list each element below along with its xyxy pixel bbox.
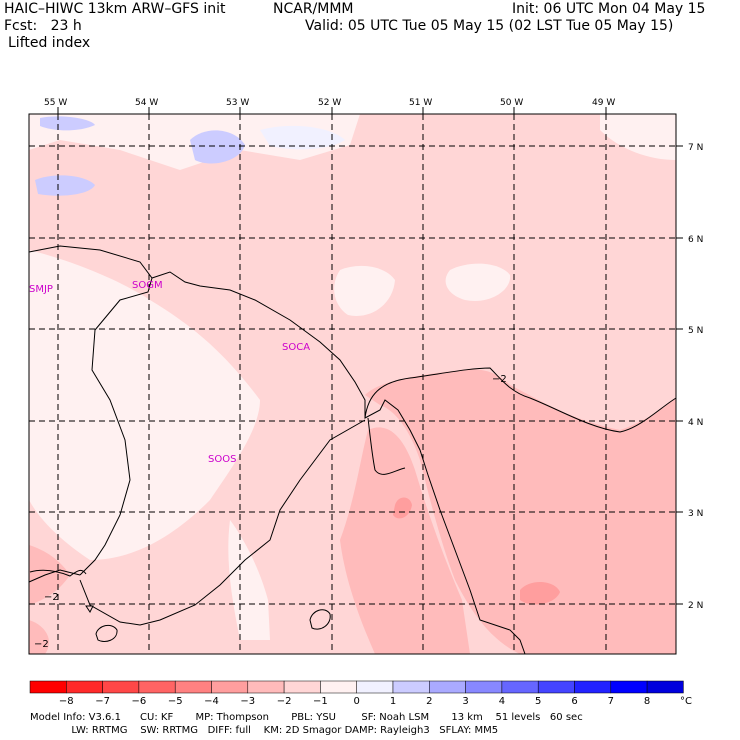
- colorbar-tick-label: −3: [240, 696, 255, 707]
- colorbar-tick-label: −5: [168, 696, 183, 707]
- colorbar-swatch: [174, 680, 212, 694]
- contour-label: −2: [44, 592, 59, 603]
- station-label: SOOS: [208, 454, 236, 465]
- contour-lines: [29, 367, 677, 643]
- colorbar-swatch: [392, 680, 430, 694]
- colorbar-tick-label: 5: [535, 696, 541, 707]
- colorbar-swatch: [646, 680, 684, 694]
- colorbar-swatch: [138, 680, 176, 694]
- colorbar-swatch: [501, 680, 539, 694]
- colorbar-swatch: [610, 680, 648, 694]
- valid-time: Valid: 05 UTC Tue 05 May 15 (02 LST Tue …: [305, 18, 674, 34]
- colorbar-tick-label: 4: [499, 696, 505, 707]
- colorbar-swatch: [537, 680, 575, 694]
- lat-label: 6 N: [688, 235, 703, 245]
- lon-label: 51 W: [409, 98, 432, 108]
- colorbar-swatch: [465, 680, 503, 694]
- lat-label: 4 N: [688, 418, 703, 428]
- colorbar-tick-label: −4: [204, 696, 219, 707]
- org-label: NCAR/MMM: [273, 1, 354, 17]
- lon-label: 50 W: [500, 98, 523, 108]
- colorbar-swatch: [102, 680, 140, 694]
- model-title: HAIC–HIWC 13km ARW–GFS init: [4, 1, 226, 17]
- contour-label: −2: [492, 374, 507, 385]
- colorbar-swatch: [247, 680, 285, 694]
- init-time: Init: 06 UTC Mon 04 May 15: [512, 1, 706, 17]
- colorbar-swatch: [211, 680, 249, 694]
- contour-label: −2: [34, 639, 49, 650]
- lon-label: 54 W: [135, 98, 158, 108]
- colorbar-swatch: [29, 680, 67, 694]
- lon-label: 49 W: [592, 98, 615, 108]
- lon-label: 53 W: [226, 98, 249, 108]
- axis-ticks: [57, 107, 683, 605]
- colorbar-swatch: [574, 680, 612, 694]
- colorbar-tick-label: 1: [390, 696, 396, 707]
- colorbar-tick-label: −2: [277, 696, 292, 707]
- colorbar-unit: °C: [680, 696, 692, 707]
- colorbar-swatch: [66, 680, 103, 694]
- colorbar-tick-label: −1: [313, 696, 328, 707]
- colorbar-tick-label: −6: [132, 696, 147, 707]
- forecast-hour: Fcst: 23 h: [4, 18, 82, 34]
- model-info-line2: LW: RRTMG SW: RRTMG DIFF: full KM: 2D Sm…: [30, 725, 499, 736]
- lon-label: 52 W: [318, 98, 341, 108]
- positive-region: [35, 116, 345, 196]
- colorbar-tick-label: −7: [95, 696, 110, 707]
- colorbar-swatch: [320, 680, 357, 694]
- colorbar-tick-label: 0: [354, 696, 360, 707]
- lat-label: 2 N: [688, 601, 703, 611]
- colorbar-tick-label: 3: [462, 696, 468, 707]
- colorbar-tick-label: −8: [59, 696, 74, 707]
- map-frame: [28, 113, 677, 655]
- colorbar-swatch: [283, 680, 321, 694]
- station-label: SOCA: [282, 342, 310, 353]
- colorbar-tick-label: 2: [426, 696, 432, 707]
- lat-label: 3 N: [688, 509, 703, 519]
- colorbar-tick-label: 7: [608, 696, 614, 707]
- lat-label: 5 N: [688, 326, 703, 336]
- colorbar: −8 −7 −6 −5 −4 −3 −2 −1 0 1 2 3 4 5 6 7 8 °C: [29, 680, 692, 707]
- model-info-line1: Model Info: V3.6.1 CU: KF MP: Thompson P…: [30, 712, 583, 723]
- strong-negative-pockets: [393, 497, 560, 605]
- colorbar-tick-label: 8: [644, 696, 650, 707]
- coastlines-borders: [28, 245, 526, 655]
- colorbar-tick-label: 6: [571, 696, 577, 707]
- lat-label: 7 N: [688, 143, 703, 153]
- colorbar-swatch: [429, 680, 466, 694]
- station-label: SOGM: [132, 280, 163, 291]
- lon-label: 55 W: [44, 98, 67, 108]
- colorbar-swatch: [356, 680, 394, 694]
- field-name: Lifted index: [8, 35, 91, 51]
- lat-lon-grid: [29, 114, 676, 654]
- station-label: SMJP: [29, 284, 53, 295]
